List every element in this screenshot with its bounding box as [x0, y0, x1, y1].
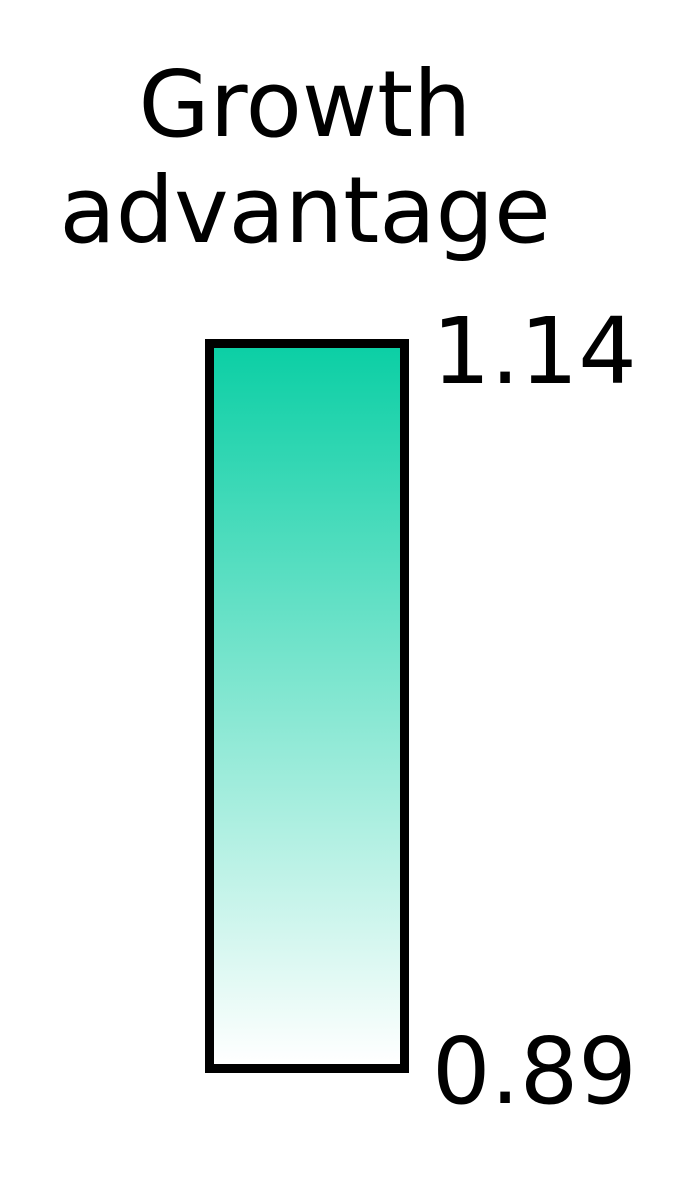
colorbar-title: Growth advantage	[0, 52, 610, 264]
colorbar-title-line-1: Growth	[138, 51, 472, 158]
colorbar-min-label: 0.89	[432, 1018, 637, 1125]
colorbar-gradient	[205, 339, 409, 1073]
colorbar-title-line-2: advantage	[59, 157, 551, 264]
colorbar-max-label: 1.14	[432, 298, 637, 405]
